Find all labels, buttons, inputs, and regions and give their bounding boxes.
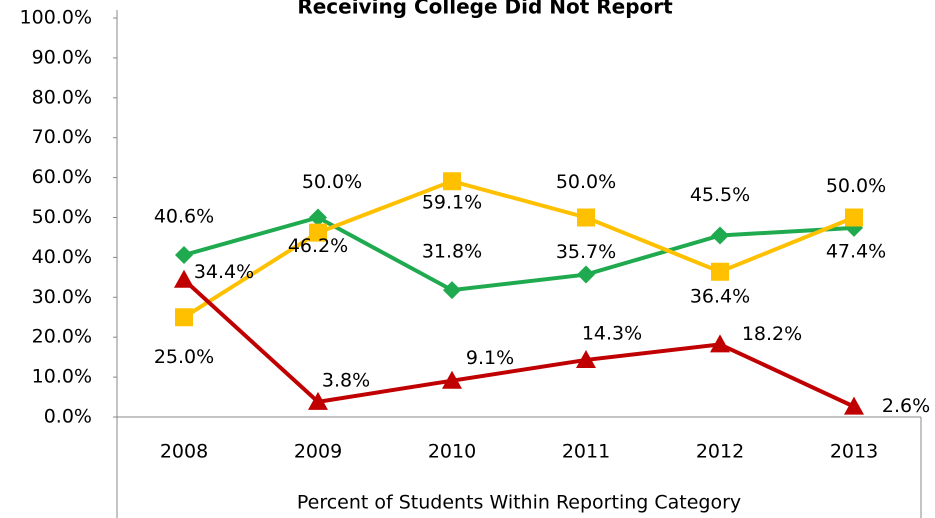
- line-series: [183, 215, 855, 293]
- marker: [175, 246, 193, 265]
- x-tick-label: 2012: [696, 441, 744, 463]
- marker: [711, 262, 729, 281]
- data-label: 40.6%: [154, 206, 214, 228]
- x-tick-label: 2009: [294, 441, 342, 463]
- y-tick-label: 30.0%: [32, 286, 92, 308]
- data-label: 3.8%: [322, 369, 370, 391]
- marker: [577, 265, 595, 284]
- data-label: 45.5%: [690, 184, 750, 206]
- line-series: [182, 278, 855, 409]
- chart-title: Receiving College Did Not Report: [297, 0, 673, 19]
- marker: [844, 396, 864, 415]
- data-label: 35.7%: [556, 241, 616, 263]
- y-tick-label: 20.0%: [32, 326, 92, 348]
- data-label: 25.0%: [154, 346, 214, 368]
- data-label: 46.2%: [288, 235, 348, 257]
- line-series: [182, 179, 855, 319]
- data-label: 50.0%: [826, 175, 886, 197]
- marker: [175, 308, 193, 327]
- x-tick-label: 2010: [428, 441, 476, 463]
- marker: [711, 226, 729, 245]
- marker: [174, 269, 194, 288]
- y-tick-label: 90.0%: [32, 46, 92, 68]
- x-axis-label: Percent of Students Within Reporting Cat…: [297, 492, 741, 514]
- marker: [442, 370, 462, 389]
- y-tick-label: 60.0%: [32, 166, 92, 188]
- data-label: 2.6%: [882, 395, 930, 417]
- marker: [577, 208, 595, 227]
- data-label: 59.1%: [422, 192, 482, 214]
- data-label: 47.4%: [826, 240, 886, 262]
- data-label: 34.4%: [194, 261, 254, 283]
- marker: [443, 172, 461, 191]
- marker: [443, 281, 461, 300]
- data-label: 18.2%: [742, 323, 802, 345]
- x-tick-label: 2013: [830, 441, 878, 463]
- y-tick-label: 100.0%: [20, 7, 92, 29]
- x-tick-label: 2011: [562, 441, 610, 463]
- y-tick-label: 0.0%: [44, 406, 92, 428]
- y-tick-label: 50.0%: [32, 206, 92, 228]
- marker: [576, 349, 596, 368]
- y-tick-label: 10.0%: [32, 366, 92, 388]
- marker: [845, 208, 863, 227]
- data-label: 31.8%: [422, 241, 482, 263]
- marker: [309, 208, 327, 227]
- y-tick-label: 80.0%: [32, 86, 92, 108]
- x-tick-label: 2008: [160, 441, 208, 463]
- marker: [308, 391, 328, 410]
- y-tick-label: 70.0%: [32, 126, 92, 148]
- data-label: 14.3%: [582, 322, 642, 344]
- marker: [710, 334, 730, 353]
- y-tick-label: 40.0%: [32, 246, 92, 268]
- data-label: 9.1%: [466, 347, 514, 369]
- marker: [309, 223, 327, 242]
- data-label: 50.0%: [556, 171, 616, 193]
- data-label: 50.0%: [302, 171, 362, 193]
- data-label: 36.4%: [690, 285, 750, 307]
